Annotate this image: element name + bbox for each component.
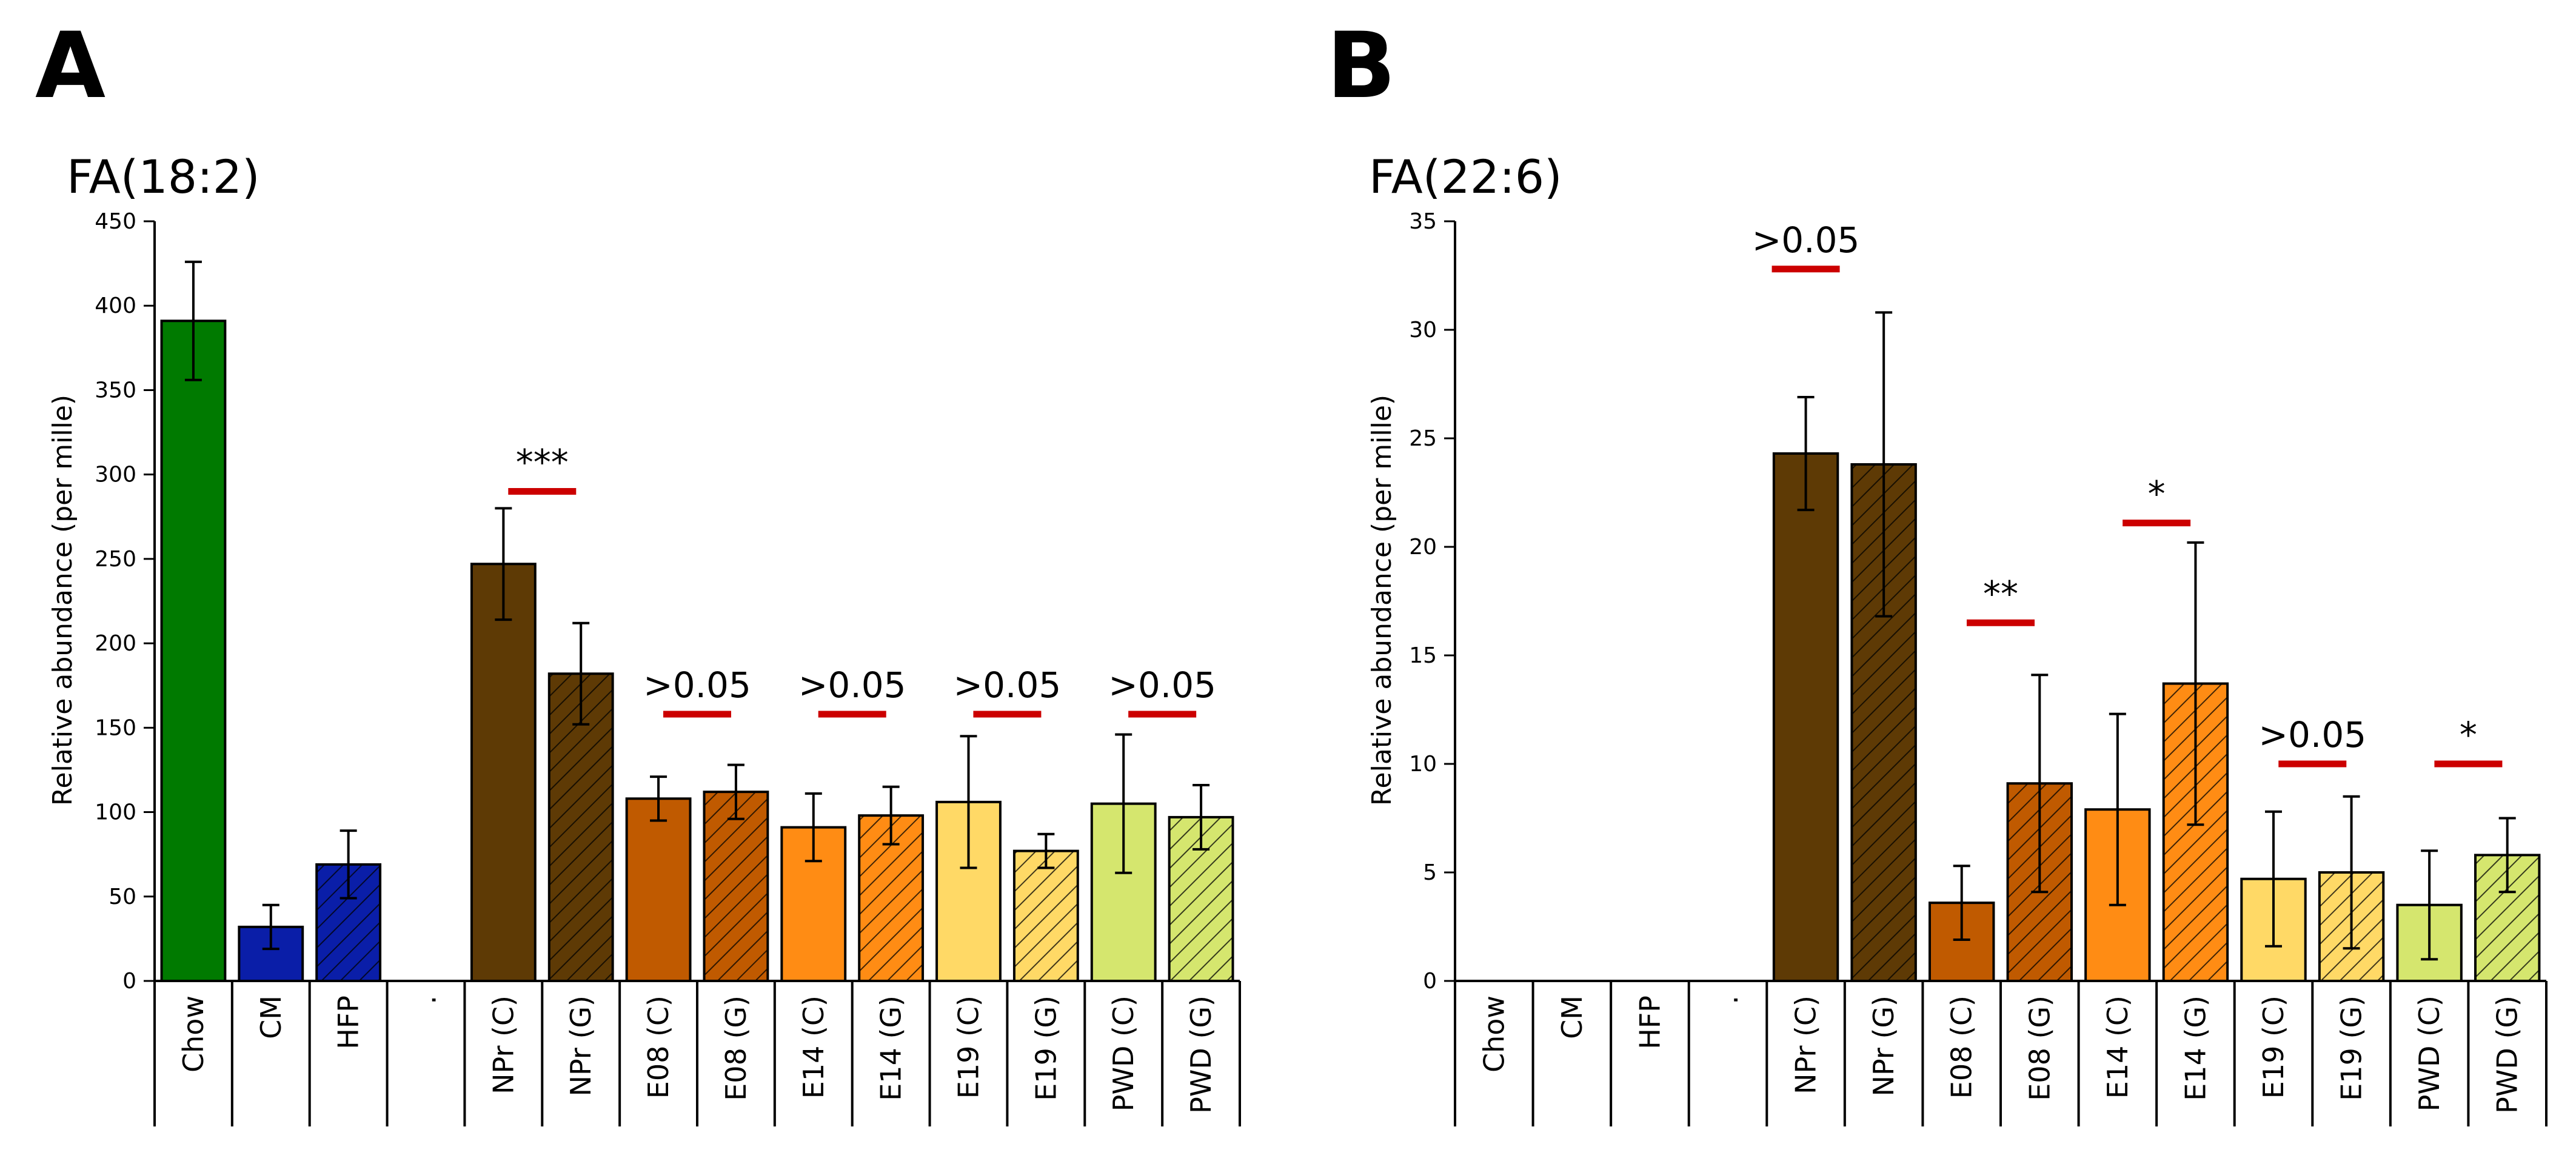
category-label: PWD (C) (1107, 995, 1140, 1111)
panel-b-axes: 0 5 10 15 20 25 30 35 Chow CM HFP. NPr (C) NPr (G) E0… (1409, 209, 2548, 1126)
y-tick-label: 300 (95, 463, 136, 487)
category-label: E19 (G) (2335, 995, 2368, 1101)
y-tick-label: 350 (95, 378, 136, 403)
category-label: E19 (C) (2257, 995, 2290, 1099)
y-tick-label: 250 (95, 547, 136, 572)
category-label: NPr (G) (1867, 995, 1900, 1096)
panel-b-bars (1772, 311, 2541, 983)
category-label: E08 (C) (1945, 995, 1978, 1099)
panel-b: B FA(22:6) Relative abundance (per mille… (1326, 13, 2548, 1126)
category-label: HFP (1633, 995, 1666, 1049)
y-tick-label: 450 (95, 209, 136, 234)
category-label: E08 (C) (642, 995, 675, 1099)
category-label: Chow (177, 995, 210, 1072)
y-tick-label: 400 (95, 293, 136, 318)
y-tick-label: 30 (1409, 318, 1437, 343)
category-label: E14 (G) (875, 995, 908, 1101)
panel-b-title: FA(22:6) (1369, 150, 1562, 204)
y-tick-label: 0 (1423, 969, 1437, 994)
category-label: CM (1556, 995, 1588, 1039)
significance-label: >0.05 (2258, 714, 2366, 755)
significance-label: ** (1983, 573, 2018, 614)
bar (625, 797, 692, 983)
panel-b-label: B (1326, 13, 1396, 119)
y-tick-label: 10 (1409, 752, 1437, 777)
category-label: E08 (G) (720, 995, 752, 1101)
category-label: E14 (C) (797, 995, 830, 1099)
significance-label: >0.05 (954, 664, 1062, 706)
bar (160, 320, 227, 982)
y-tick-label: 150 (95, 715, 136, 740)
category-label: NPr (C) (1790, 995, 1822, 1094)
category-label: Chow (1477, 995, 1510, 1072)
panel-a-y-axis-label: Relative abundance (per mille) (47, 395, 78, 806)
y-tick-label: 100 (95, 800, 136, 825)
panel-b-y-axis-label: Relative abundance (per mille) (1367, 395, 1397, 806)
significance-label: *** (516, 442, 569, 483)
y-tick-label: 50 (109, 885, 136, 909)
category-label: E14 (G) (2179, 995, 2212, 1101)
panel-a-axes: 0 50 100 150 200 250 300 350 400 450 Chow CM HFP. NPr… (95, 209, 1241, 1126)
panel-a-title: FA(18:2) (67, 150, 260, 204)
category-label: E08 (G) (2023, 995, 2056, 1101)
bar (703, 791, 769, 982)
category-label: . (1711, 995, 1744, 1005)
category-label: PWD (G) (2491, 995, 2524, 1114)
category-label: HFP (332, 995, 365, 1049)
y-tick-label: 15 (1409, 643, 1437, 668)
significance-label: >0.05 (643, 664, 751, 706)
panel-a: A FA(18:2) Relative abundance (per mille… (35, 13, 1241, 1126)
y-tick-label: 25 (1409, 426, 1437, 451)
category-label: NPr (G) (564, 995, 597, 1096)
panel-b-significance: >0.05***>0.05 * (1752, 219, 2503, 768)
category-label: PWD (C) (2413, 995, 2446, 1111)
category-label: CM (255, 995, 287, 1039)
y-tick-label: 20 (1409, 535, 1437, 560)
bar (315, 863, 382, 982)
panel-a-bars (160, 260, 1234, 983)
y-tick-label: 5 (1423, 860, 1437, 885)
bar (1772, 452, 1839, 982)
bar (470, 563, 537, 982)
category-label: PWD (G) (1185, 995, 1217, 1114)
panel-a-label: A (35, 13, 105, 119)
category-label: . (410, 995, 443, 1005)
category-label: E14 (C) (2101, 995, 2134, 1099)
y-tick-label: 35 (1409, 209, 1437, 234)
significance-label: * (2460, 714, 2477, 755)
bar (1012, 849, 1079, 982)
bar (858, 814, 925, 982)
y-tick-label: 200 (95, 631, 136, 656)
significance-label: >0.05 (1752, 219, 1860, 261)
y-tick-label: 0 (122, 969, 136, 994)
significance-label: * (2148, 473, 2166, 515)
significance-label: >0.05 (798, 664, 906, 706)
significance-label: >0.05 (1108, 664, 1216, 706)
panel-a-significance: *** >0.05 >0.05 >0.05 >0.05 (508, 442, 1216, 718)
category-label: E19 (G) (1029, 995, 1062, 1101)
category-label: E19 (C) (952, 995, 985, 1099)
category-label: NPr (C) (487, 995, 520, 1094)
